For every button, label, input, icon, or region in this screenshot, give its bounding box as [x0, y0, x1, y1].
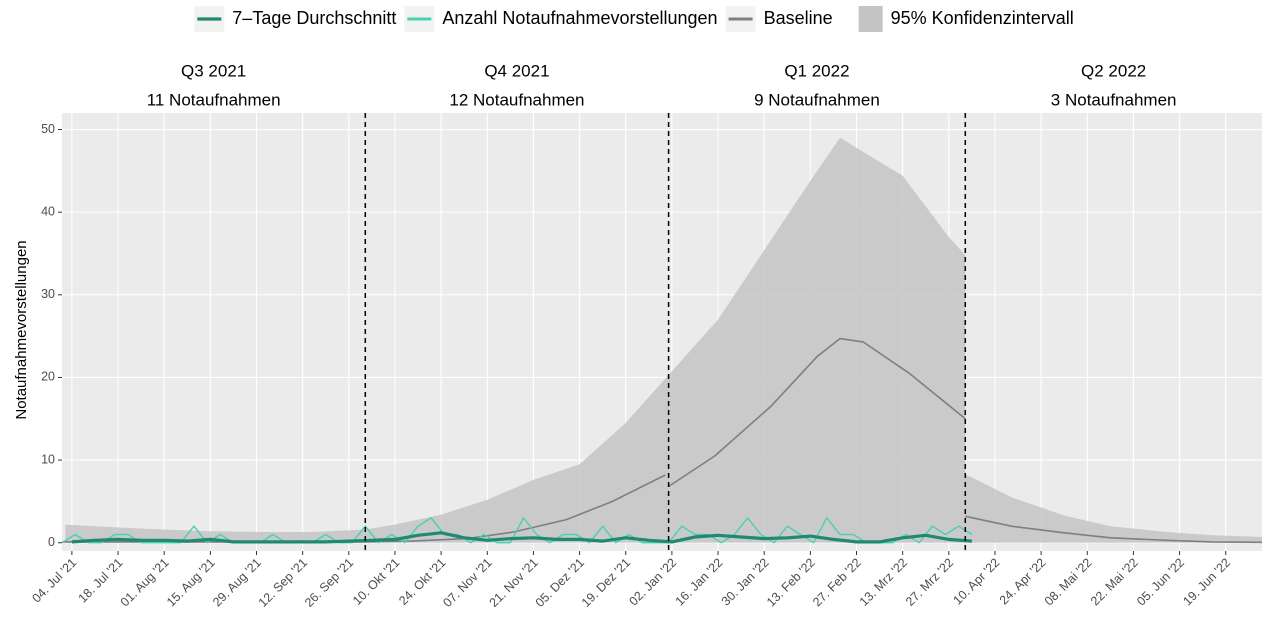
x-tick-label: 24. Apr '22 — [997, 556, 1049, 608]
series-line — [62, 337, 1263, 544]
x-tick-label: 19. Dez '21 — [579, 556, 633, 610]
confidence-band — [65, 137, 1262, 543]
y-tick-label: 0 — [48, 535, 55, 549]
x-tick-label: 08. Mai '22 — [1042, 556, 1095, 609]
x-tick-label: 15. Aug '21 — [164, 556, 218, 610]
y-tick-label: 40 — [41, 204, 55, 218]
quarter-label: Q3 2021 — [181, 61, 246, 80]
x-tick-label: 10. Apr '22 — [951, 556, 1003, 608]
x-tick-label: 12. Sep '21 — [256, 556, 310, 610]
legend-key — [858, 6, 883, 32]
x-tick-label: 10. Okt '21 — [350, 556, 402, 608]
y-tick-label: 50 — [41, 122, 55, 136]
legend-label: 95% Konfidenzintervall — [891, 8, 1074, 28]
x-tick-label: 26. Sep '21 — [302, 556, 356, 610]
legend-label: Baseline — [764, 8, 833, 28]
quarter-count: 12 Notaufnahmen — [449, 90, 584, 109]
quarter-label: Q2 2022 — [1081, 61, 1146, 80]
x-tick-label: 05. Jun '22 — [1134, 556, 1187, 609]
x-tick-label: 19. Jun '22 — [1180, 556, 1233, 609]
quarter-count: 3 Notaufnahmen — [1051, 90, 1177, 109]
y-tick-label: 30 — [41, 287, 55, 301]
legend-label: Anzahl Notaufnahmevorstellungen — [442, 8, 717, 28]
x-tick-label: 21. Nov '21 — [487, 556, 541, 610]
series-line — [71, 531, 973, 544]
quarter-count: 9 Notaufnahmen — [754, 90, 880, 109]
x-tick-label: 13. Mrz '22 — [857, 556, 910, 609]
x-tick-label: 13. Feb '22 — [764, 556, 818, 610]
x-tick-label: 01. Aug '21 — [118, 556, 172, 610]
x-tick-label: 05. Dez '21 — [533, 556, 587, 610]
legend: 7–Tage Durchschnitt Anzahl Notaufnahmevor… — [194, 6, 1074, 32]
y-tick-label: 20 — [41, 370, 55, 384]
x-tick-label: 02. Jan '22 — [626, 556, 679, 609]
x-tick-label: 22. Mai '22 — [1088, 556, 1141, 609]
x-tick-label: 04. Jul '21 — [29, 556, 79, 606]
quarter-label: Q4 2021 — [484, 61, 549, 80]
x-tick-label: 07. Nov '21 — [440, 556, 494, 610]
quarter-count: 11 Notaufnahmen — [147, 90, 281, 109]
x-tick-label: 27. Feb '22 — [810, 556, 864, 610]
legend-label: 7–Tage Durchschnitt — [232, 8, 396, 28]
quarter-label: Q1 2022 — [784, 61, 849, 80]
x-tick-label: 16. Jan '22 — [673, 556, 726, 609]
y-tick-label: 10 — [41, 452, 55, 466]
y-axis-label: Notaufnahmevorstellungen — [13, 240, 30, 419]
x-tick-label: 27. Mrz '22 — [903, 556, 956, 609]
